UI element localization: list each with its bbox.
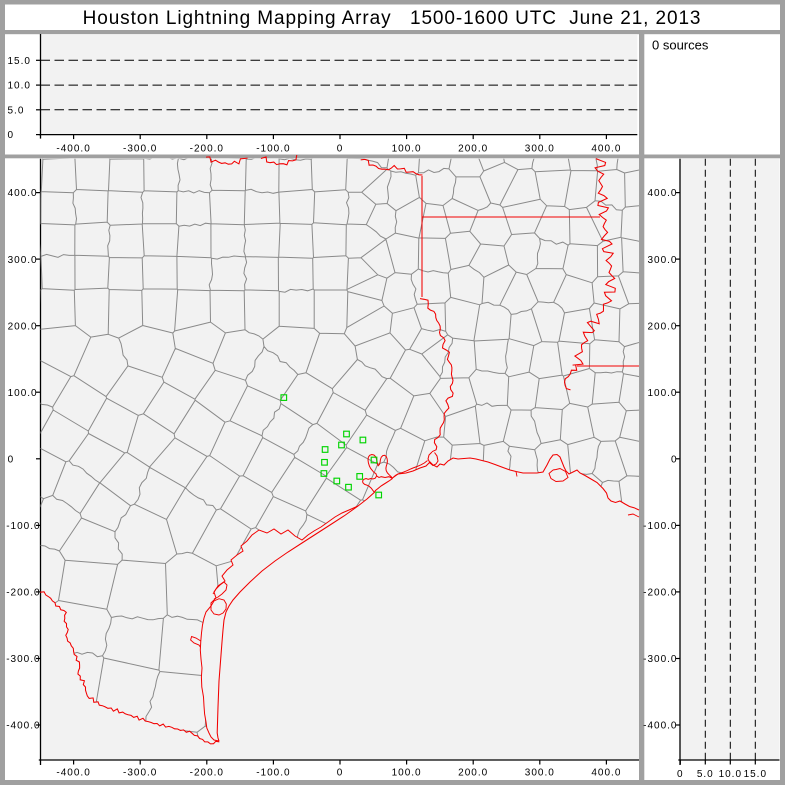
svg-text:100.0: 100.0: [647, 388, 677, 399]
svg-text:200.0: 200.0: [458, 143, 488, 154]
svg-text:-300.0: -300.0: [643, 654, 677, 665]
svg-text:-100.0: -100.0: [6, 521, 40, 532]
svg-text:100.0: 100.0: [392, 143, 422, 154]
svg-text:0 sources: 0 sources: [652, 38, 709, 53]
svg-text:300.0: 300.0: [8, 255, 38, 266]
svg-text:-100.0: -100.0: [643, 521, 677, 532]
svg-text:300.0: 300.0: [525, 143, 555, 154]
svg-text:400.0: 400.0: [591, 143, 621, 154]
svg-text:Houston Lightning Mapping Arra: Houston Lightning Mapping Array 1500-160…: [83, 8, 702, 29]
svg-text:0: 0: [8, 130, 15, 141]
svg-text:0: 0: [8, 454, 15, 465]
svg-text:5.0: 5.0: [697, 769, 714, 780]
svg-text:-300.0: -300.0: [6, 654, 40, 665]
svg-text:400.0: 400.0: [591, 768, 621, 779]
svg-text:-400.0: -400.0: [643, 721, 677, 732]
svg-text:-100.0: -100.0: [256, 143, 290, 154]
svg-text:-200.0: -200.0: [190, 768, 224, 779]
svg-text:-100.0: -100.0: [256, 768, 290, 779]
svg-text:300.0: 300.0: [647, 255, 677, 266]
svg-text:-200.0: -200.0: [6, 588, 40, 599]
svg-text:400.0: 400.0: [8, 188, 38, 199]
svg-text:-400.0: -400.0: [56, 143, 90, 154]
svg-text:300.0: 300.0: [525, 768, 555, 779]
svg-text:0: 0: [337, 143, 344, 154]
svg-text:-300.0: -300.0: [123, 143, 157, 154]
svg-text:-200.0: -200.0: [190, 143, 224, 154]
svg-text:200.0: 200.0: [8, 321, 38, 332]
svg-text:200.0: 200.0: [458, 768, 488, 779]
svg-text:0: 0: [677, 769, 684, 780]
svg-text:15.0: 15.0: [8, 56, 31, 67]
svg-text:100.0: 100.0: [8, 388, 38, 399]
svg-text:10.0: 10.0: [8, 81, 31, 92]
svg-text:400.0: 400.0: [647, 188, 677, 199]
svg-text:10.0: 10.0: [719, 769, 742, 780]
svg-text:0: 0: [671, 454, 678, 465]
svg-text:15.0: 15.0: [744, 769, 767, 780]
svg-text:5.0: 5.0: [8, 105, 25, 116]
svg-text:-400.0: -400.0: [56, 768, 90, 779]
svg-text:200.0: 200.0: [647, 321, 677, 332]
svg-text:-200.0: -200.0: [643, 588, 677, 599]
svg-text:100.0: 100.0: [392, 768, 422, 779]
svg-text:0: 0: [337, 768, 344, 779]
svg-text:-400.0: -400.0: [6, 721, 40, 732]
svg-text:-300.0: -300.0: [123, 768, 157, 779]
